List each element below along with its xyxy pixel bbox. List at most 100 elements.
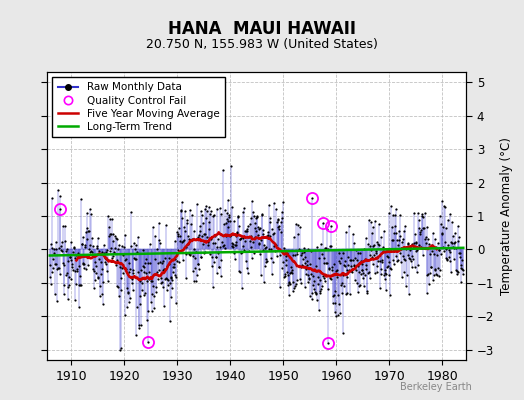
Point <box>442 255 451 261</box>
Point <box>108 231 117 238</box>
Point <box>363 288 371 294</box>
Point <box>71 268 79 275</box>
Point <box>201 206 210 212</box>
Point <box>66 253 74 260</box>
Point <box>458 267 467 274</box>
Point <box>243 226 251 232</box>
Point <box>93 275 102 281</box>
Point <box>398 238 406 245</box>
Point <box>70 245 78 252</box>
Point <box>75 304 84 310</box>
Point <box>148 308 156 314</box>
Point <box>224 224 232 230</box>
Point <box>385 210 393 217</box>
Point <box>183 220 192 227</box>
Point <box>128 270 137 277</box>
Point <box>131 246 139 252</box>
Point <box>350 240 358 246</box>
Point <box>226 233 234 240</box>
Point <box>141 290 149 296</box>
Point <box>175 225 183 231</box>
Point <box>354 250 363 256</box>
Point <box>51 260 60 267</box>
Point <box>200 231 208 237</box>
Point <box>367 247 376 253</box>
Point <box>398 274 407 280</box>
Point <box>270 230 278 236</box>
Point <box>421 234 430 240</box>
Point <box>140 269 149 275</box>
Point <box>338 290 346 296</box>
Point <box>311 290 320 296</box>
Point <box>67 276 75 282</box>
Point <box>403 244 411 250</box>
Point <box>431 267 439 273</box>
Point <box>345 267 353 273</box>
Point <box>195 223 204 230</box>
Point <box>83 224 91 231</box>
Point <box>74 282 83 288</box>
Point <box>379 248 387 254</box>
Point <box>445 249 454 256</box>
Point <box>429 277 437 283</box>
Point <box>159 258 168 264</box>
Point <box>216 211 225 218</box>
Point <box>401 223 410 229</box>
Point <box>90 252 98 258</box>
Point <box>333 274 341 280</box>
Point <box>125 269 134 275</box>
Point <box>110 238 118 245</box>
Point <box>299 263 307 270</box>
Point <box>452 268 461 274</box>
Point <box>456 250 464 256</box>
Point <box>162 222 170 228</box>
Point <box>342 291 350 297</box>
Point <box>255 226 263 232</box>
Point <box>72 252 81 258</box>
Point <box>450 240 458 246</box>
Point <box>397 259 406 266</box>
Point <box>203 242 212 248</box>
Point <box>386 292 395 298</box>
Point <box>64 284 73 290</box>
Point <box>135 293 144 299</box>
Point <box>270 200 279 206</box>
Point <box>64 274 73 281</box>
Point <box>278 265 286 271</box>
Point <box>425 270 434 276</box>
Point <box>106 248 115 254</box>
Point <box>173 233 182 240</box>
Point <box>293 248 302 254</box>
Point <box>103 268 112 274</box>
Point <box>171 272 179 278</box>
Point <box>325 243 334 249</box>
Point <box>235 269 244 275</box>
Point <box>166 274 174 280</box>
Point <box>220 232 228 238</box>
Point <box>210 259 218 265</box>
Point <box>417 226 425 233</box>
Point <box>174 231 183 238</box>
Point <box>254 224 262 230</box>
Point <box>357 261 366 268</box>
Point <box>198 208 206 215</box>
Point <box>279 259 288 266</box>
Point <box>59 222 67 229</box>
Point <box>392 206 401 212</box>
Point <box>315 288 324 294</box>
Point <box>77 196 85 202</box>
Point <box>223 218 232 225</box>
Point <box>448 218 456 225</box>
Point <box>104 224 113 230</box>
Point <box>444 242 452 248</box>
Point <box>327 223 335 229</box>
Point <box>73 268 81 274</box>
Point <box>189 268 197 275</box>
Point <box>362 266 370 272</box>
Point <box>395 237 403 244</box>
Point <box>456 279 465 286</box>
Point <box>375 221 383 227</box>
Point <box>311 289 319 296</box>
Point <box>394 242 402 248</box>
Point <box>124 289 132 295</box>
